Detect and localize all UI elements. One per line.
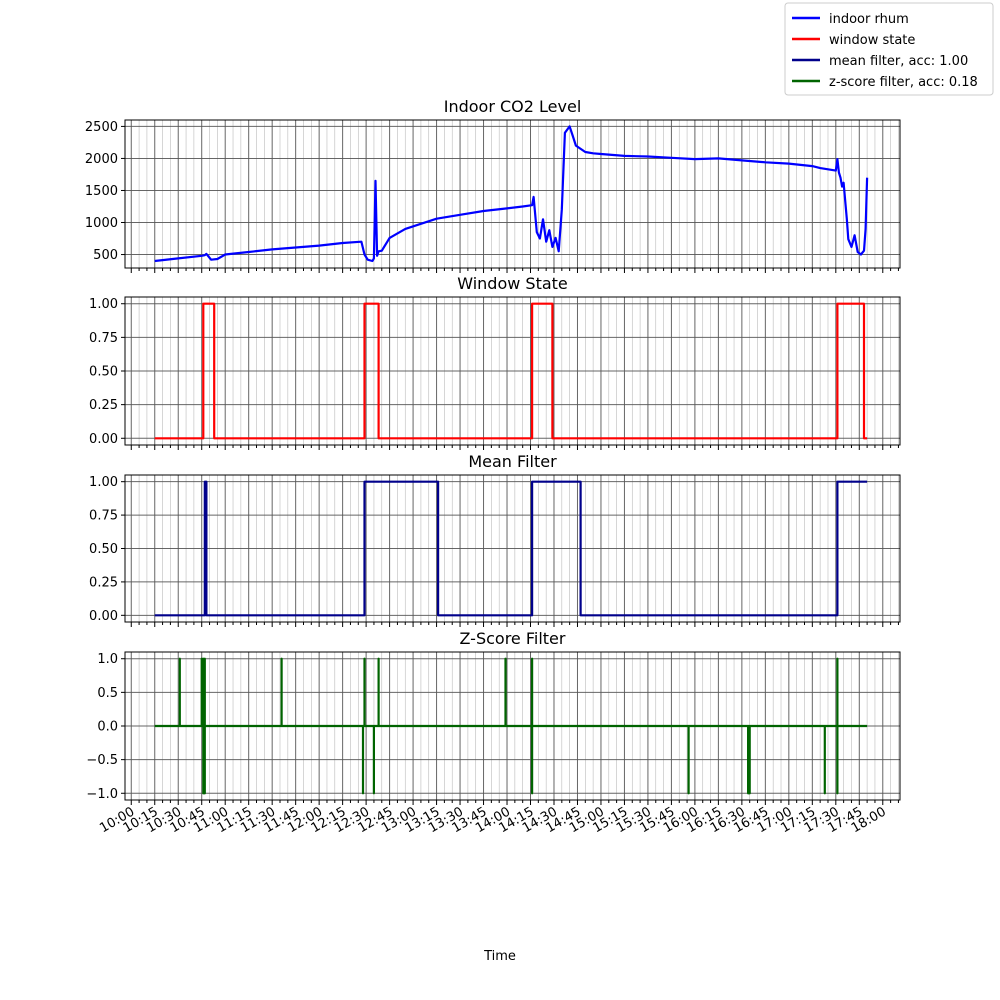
subplot-2: 0.00 0.25 0.50 0.75 1.00 Window State <box>89 274 901 450</box>
legend: indoor rhum window state mean filter, ac… <box>784 2 994 96</box>
y-tick-label: 1500 <box>85 184 118 199</box>
subplot-title: Z-Score Filter <box>460 629 566 648</box>
y-tick-label: 0.00 <box>89 609 118 624</box>
y-tick-label: 1.00 <box>89 475 118 490</box>
y-tick-label: −1.0 <box>86 787 118 802</box>
subplot-3: 0.00 0.25 0.50 0.75 1.00 Mean Filter <box>89 452 901 627</box>
subplot-title: Window State <box>457 274 568 293</box>
series-line-3-1 <box>154 480 868 617</box>
legend-label-indoor-rhum: indoor rhum <box>829 12 909 27</box>
y-tick-label: 500 <box>93 248 118 263</box>
y-tick-label: 0.5 <box>97 686 118 701</box>
series-line-1-1 <box>154 125 869 263</box>
subplot-title: Indoor CO2 Level <box>444 97 582 116</box>
legend-label-mean-filter: mean filter, acc: 1.00 <box>829 54 968 69</box>
legend-label-window-state: window state <box>829 33 915 48</box>
subplot-title: Mean Filter <box>468 452 557 471</box>
y-tick-label: 0.75 <box>89 331 118 346</box>
y-tick-label: 0.25 <box>89 398 118 413</box>
x-axis-label: Time <box>483 949 516 964</box>
y-tick-label: 2500 <box>85 120 118 135</box>
legend-label-z-score-filter: z-score filter, acc: 0.18 <box>829 75 978 90</box>
axes-frame <box>124 474 901 623</box>
y-tick-label: 0.00 <box>89 432 118 447</box>
axes-frame <box>124 651 901 801</box>
subplot-1: 500 1000 1500 2000 2500 Indoor CO2 Level <box>85 97 901 273</box>
y-tick-label: 1.00 <box>89 297 118 312</box>
axes-frame <box>124 119 901 269</box>
subplot-4: −1.0 −0.5 0.0 0.5 1.0 Z-Score Filter <box>86 629 901 805</box>
y-tick-label: 0.75 <box>89 509 118 524</box>
x-axis-ticks: 10:0010:1510:3010:4511:0011:1511:3011:45… <box>97 804 888 836</box>
y-tick-label: 2000 <box>85 152 118 167</box>
y-tick-label: 0.50 <box>89 542 118 557</box>
legend-frame <box>784 2 994 96</box>
series-line-4-1 <box>154 657 868 795</box>
y-tick-label: 0.50 <box>89 365 118 380</box>
series-line-2-1 <box>154 302 868 440</box>
y-tick-label: 0.0 <box>97 720 118 735</box>
y-tick-label: −0.5 <box>86 753 118 768</box>
y-tick-label: 1.0 <box>97 652 118 667</box>
y-tick-label: 0.25 <box>89 575 118 590</box>
axes-frame <box>124 296 901 446</box>
y-tick-label: 1000 <box>85 216 118 231</box>
